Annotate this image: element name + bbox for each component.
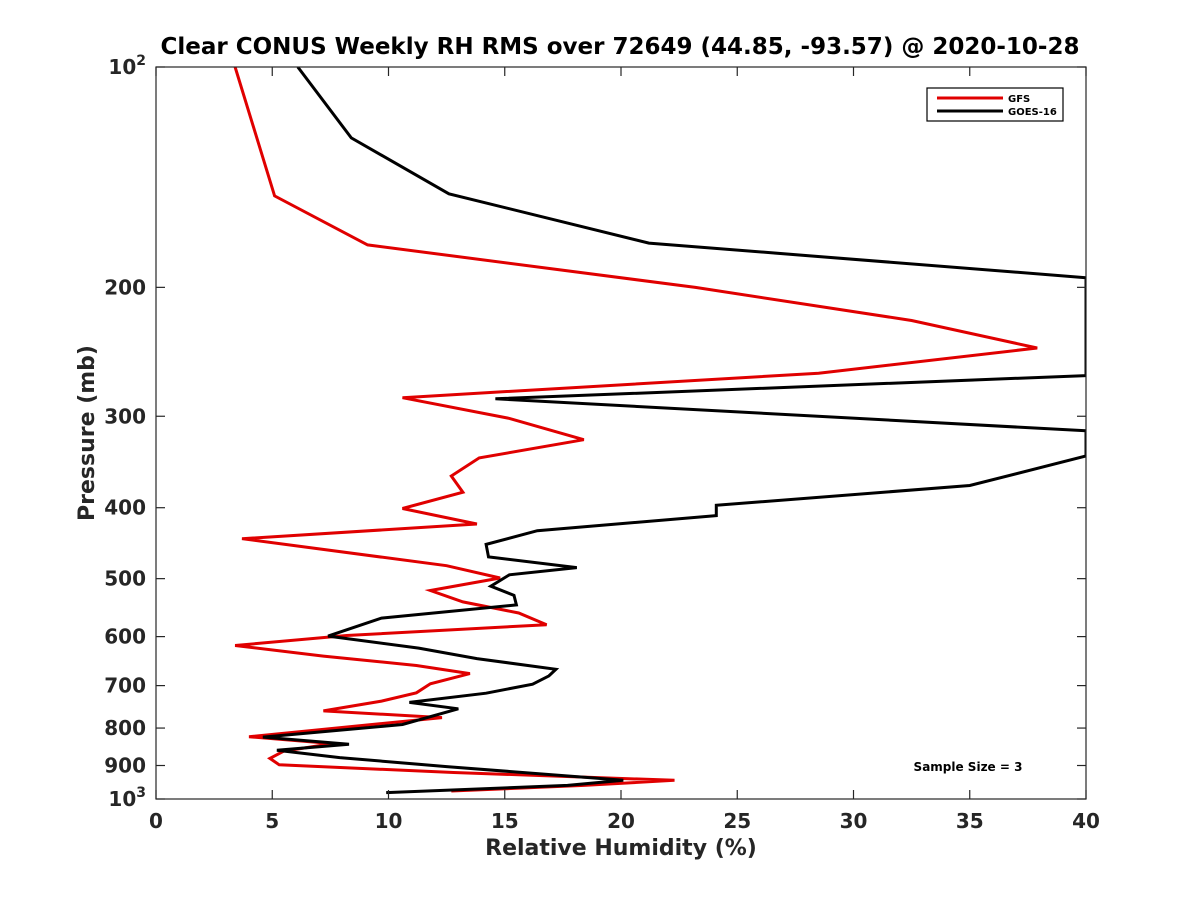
legend-label-goes-16: GOES-16	[1008, 107, 1057, 118]
x-tick-label: 5	[265, 809, 279, 833]
plot-area	[233, 67, 1086, 795]
x-tick-label: 35	[956, 809, 984, 833]
y-tick-label: 400	[104, 496, 146, 520]
x-tick-label: 10	[375, 809, 403, 833]
x-axis-label: Relative Humidity (%)	[485, 836, 757, 861]
legend-box	[926, 87, 1064, 122]
y-tick-label: 102	[108, 53, 146, 79]
y-axis: 102 200 300 400 500 600 700 800 900 103	[104, 53, 1086, 811]
series-line-gfs	[233, 67, 1038, 793]
legend-label-gfs: GFS	[1008, 94, 1030, 105]
chart-title: Clear CONUS Weekly RH RMS over 72649 (44…	[161, 34, 1080, 60]
x-tick-label: 20	[607, 809, 635, 833]
x-axis: 0 5 10 15 20 25 30 35 40	[149, 67, 1100, 833]
legend: GFS GOES-16	[926, 87, 1064, 122]
y-tick-label: 900	[104, 754, 146, 778]
axes-frame	[155, 66, 1087, 800]
x-tick-label: 25	[723, 809, 751, 833]
sample-size-annotation: Sample Size = 3	[914, 760, 1023, 774]
y-tick-label: 600	[104, 625, 146, 649]
y-tick-label: 300	[104, 404, 146, 428]
y-tick-label: 200	[104, 275, 146, 299]
series-line-goes-16	[262, 67, 1086, 795]
x-tick-label: 30	[840, 809, 868, 833]
x-tick-label: 40	[1072, 809, 1100, 833]
y-tick-label: 800	[104, 716, 146, 740]
y-tick-label: 700	[104, 674, 146, 698]
x-tick-label: 15	[491, 809, 519, 833]
y-tick-label: 103	[108, 785, 146, 811]
y-axis-label: Pressure (mb)	[75, 345, 100, 521]
y-tick-label: 500	[104, 567, 146, 591]
x-tick-label: 0	[149, 809, 163, 833]
